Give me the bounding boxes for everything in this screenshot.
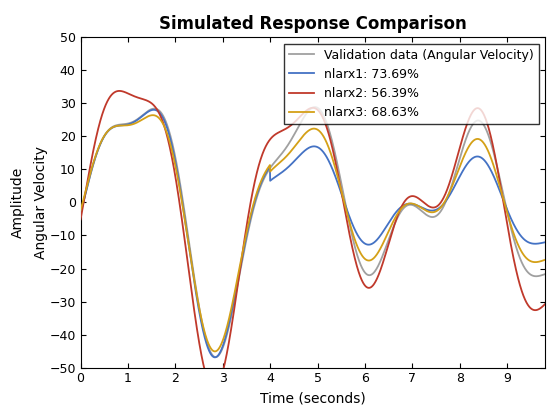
nlarx3: 68.63%: (9.52, -17.9): 68.63%: (9.52, -17.9) bbox=[529, 259, 535, 264]
Y-axis label: Angular Velocity: Angular Velocity bbox=[34, 146, 48, 259]
nlarx3: 68.63%: (9.53, -17.9): 68.63%: (9.53, -17.9) bbox=[529, 259, 535, 264]
nlarx3: 68.63%: (4.52, 16.9): 68.63%: (4.52, 16.9) bbox=[291, 144, 298, 149]
nlarx1: 73.69%: (0, -3.28): 73.69%: (0, -3.28) bbox=[77, 211, 84, 216]
nlarx1: 73.69%: (4.77, 16.2): 73.69%: (4.77, 16.2) bbox=[304, 147, 310, 152]
nlarx1: 73.69%: (7.73, 0.815): 73.69%: (7.73, 0.815) bbox=[444, 197, 450, 202]
Validation data (Angular Velocity) bbox=[444, 197, 450, 202]
nlarx3: 68.63%: (0, -2.36): 68.63%: (0, -2.36) bbox=[77, 208, 84, 213]
Legend: Validation data (Angular Velocity), nlarx1: 73.69%, nlarx2: 56.39%, nlarx3: 68.6: Validation data (Angular Velocity), nlar… bbox=[284, 44, 539, 124]
Validation data (Angular Velocity) bbox=[212, 354, 219, 360]
Title: Simulated Response Comparison: Simulated Response Comparison bbox=[159, 15, 466, 33]
nlarx2: 56.39%: (4.52, 24.3): 56.39%: (4.52, 24.3) bbox=[291, 120, 298, 125]
nlarx3: 68.63%: (7.73, 1.3): 68.63%: (7.73, 1.3) bbox=[444, 196, 450, 201]
nlarx1: 73.69%: (0.5, 20.1): 73.69%: (0.5, 20.1) bbox=[101, 134, 108, 139]
nlarx1: 73.69%: (4.52, 12.6): 73.69%: (4.52, 12.6) bbox=[291, 158, 298, 163]
Line: nlarx2: 56.39%: nlarx2: 56.39% bbox=[81, 91, 545, 389]
nlarx2: 56.39%: (0.819, 33.8): 56.39%: (0.819, 33.8) bbox=[116, 88, 123, 93]
nlarx2: 56.39%: (0.5, 28.5): 56.39%: (0.5, 28.5) bbox=[101, 106, 108, 111]
Validation data (Angular Velocity) bbox=[312, 105, 319, 110]
nlarx1: 73.69%: (2.83, -46.9): 73.69%: (2.83, -46.9) bbox=[212, 355, 218, 360]
Validation data (Angular Velocity) bbox=[77, 211, 84, 216]
Validation data (Angular Velocity) bbox=[529, 273, 535, 278]
nlarx3: 68.63%: (4.77, 21.3): 68.63%: (4.77, 21.3) bbox=[304, 129, 310, 134]
nlarx1: 73.69%: (1.54, 28.1): 73.69%: (1.54, 28.1) bbox=[151, 107, 157, 112]
Validation data (Angular Velocity) bbox=[291, 132, 298, 137]
Line: Validation data (Angular Velocity): Validation data (Angular Velocity) bbox=[81, 107, 545, 357]
nlarx2: 56.39%: (9.53, -32.3): 56.39%: (9.53, -32.3) bbox=[529, 307, 535, 312]
nlarx3: 68.63%: (0.5, 20.2): 68.63%: (0.5, 20.2) bbox=[101, 133, 108, 138]
nlarx2: 56.39%: (7.73, 3.56): 56.39%: (7.73, 3.56) bbox=[444, 188, 450, 193]
nlarx3: 68.63%: (2.83, -45.1): 68.63%: (2.83, -45.1) bbox=[212, 349, 218, 354]
nlarx1: 73.69%: (9.53, -12.4): 73.69%: (9.53, -12.4) bbox=[529, 241, 535, 246]
nlarx2: 56.39%: (9.52, -32.3): 56.39%: (9.52, -32.3) bbox=[529, 307, 535, 312]
nlarx2: 56.39%: (0, -5.12): 56.39%: (0, -5.12) bbox=[77, 217, 84, 222]
nlarx2: 56.39%: (2.81, -56.5): 56.39%: (2.81, -56.5) bbox=[211, 386, 217, 391]
nlarx1: 73.69%: (9.8, -12.1): 73.69%: (9.8, -12.1) bbox=[542, 240, 548, 245]
nlarx3: 68.63%: (9.8, -17.4): 68.63%: (9.8, -17.4) bbox=[542, 257, 548, 262]
Validation data (Angular Velocity) bbox=[529, 273, 535, 278]
Line: nlarx3: 68.63%: nlarx3: 68.63% bbox=[81, 115, 545, 352]
nlarx2: 56.39%: (9.8, -30.8): 56.39%: (9.8, -30.8) bbox=[542, 302, 548, 307]
Text: Amplitude: Amplitude bbox=[11, 167, 25, 238]
Validation data (Angular Velocity) bbox=[542, 272, 548, 277]
Validation data (Angular Velocity) bbox=[304, 111, 310, 116]
Line: nlarx1: 73.69%: nlarx1: 73.69% bbox=[81, 110, 545, 357]
nlarx2: 56.39%: (4.77, 27.9): 56.39%: (4.77, 27.9) bbox=[304, 108, 310, 113]
nlarx1: 73.69%: (9.52, -12.4): 73.69%: (9.52, -12.4) bbox=[529, 241, 535, 246]
Validation data (Angular Velocity) bbox=[101, 134, 108, 139]
X-axis label: Time (seconds): Time (seconds) bbox=[260, 391, 366, 405]
nlarx3: 68.63%: (1.52, 26.4): 68.63%: (1.52, 26.4) bbox=[150, 113, 156, 118]
